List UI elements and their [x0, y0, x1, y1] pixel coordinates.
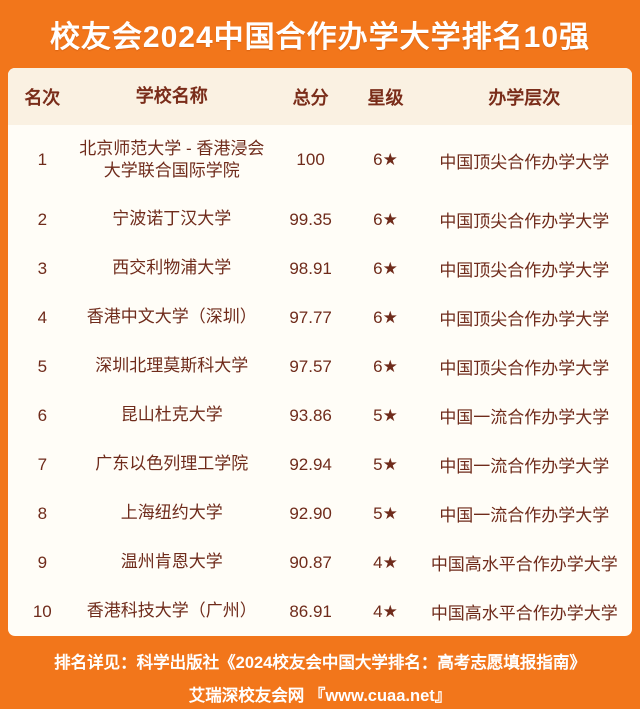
star-rating-cell: 5★	[373, 503, 398, 523]
rank-cell: 9	[37, 552, 48, 572]
level-cell: 中国一流合作办学大学	[439, 408, 610, 427]
table-row: 5 深圳北理莫斯科大学 97.57 6★ 中国顶尖合作办学大学	[8, 342, 632, 391]
score-cell: 97.57	[289, 356, 332, 376]
column-header-school: 学校名称	[135, 85, 208, 106]
score-cell: 90.87	[289, 552, 332, 572]
table-body: 1 北京师范大学 - 香港浸会大学联合国际学院 100 6★ 中国顶尖合作办学大学 2 宁波…	[8, 125, 632, 636]
table-row: 6 昆山杜克大学 93.86 5★ 中国一流合作办学大学	[8, 391, 632, 440]
level-cell: 中国顶尖合作办学大学	[439, 261, 610, 280]
school-name-cell: 上海纽约大学	[120, 503, 223, 523]
school-name-cell: 北京师范大学 - 香港浸会大学联合国际学院	[79, 138, 265, 180]
table-row: 9 温州肯恩大学 90.87 4★ 中国高水平合作办学大学	[8, 538, 632, 587]
score-cell: 92.90	[289, 503, 332, 523]
column-header-score: 总分	[292, 87, 329, 108]
school-name-cell: 深圳北理莫斯科大学	[95, 356, 249, 376]
rank-cell: 10	[32, 601, 52, 621]
level-cell: 中国高水平合作办学大学	[430, 555, 618, 574]
level-cell: 中国顶尖合作办学大学	[439, 212, 610, 231]
level-cell: 中国顶尖合作办学大学	[439, 152, 610, 172]
star-rating-cell: 5★	[373, 454, 398, 474]
star-rating-cell: 4★	[373, 601, 398, 621]
table-row: 8 上海纽约大学 92.90 5★ 中国一流合作办学大学	[8, 489, 632, 538]
score-cell: 92.94	[289, 454, 332, 474]
column-header-level: 办学层次	[488, 87, 561, 108]
table-row: 3 西交利物浦大学 98.91 6★ 中国顶尖合作办学大学	[8, 244, 632, 293]
level-cell: 中国高水平合作办学大学	[430, 604, 618, 623]
rank-cell: 3	[37, 258, 48, 278]
rank-cell: 2	[37, 209, 48, 229]
score-cell: 100	[296, 150, 325, 169]
rank-cell: 5	[37, 356, 48, 376]
table-header-row: 名次 学校名称 总分 星级 办学层次	[8, 68, 632, 125]
school-name-cell: 宁波诺丁汉大学	[112, 209, 232, 229]
level-cell: 中国一流合作办学大学	[439, 506, 610, 525]
score-cell: 98.91	[289, 258, 332, 278]
rank-cell: 4	[37, 307, 48, 327]
star-rating-cell: 6★	[373, 258, 398, 278]
star-rating-cell: 6★	[373, 356, 398, 376]
level-cell: 中国顶尖合作办学大学	[439, 359, 610, 378]
footer: 排名详见：科学出版社《2024校友会中国大学排名：高考志愿填报指南》 艾瑞深校友…	[0, 649, 640, 706]
footer-website-text: 艾瑞深校友会网 『www.cuaa.net』	[188, 687, 452, 705]
star-rating-cell: 6★	[373, 150, 398, 169]
star-rating-cell: 6★	[373, 307, 398, 327]
score-cell: 93.86	[289, 405, 332, 425]
table-row: 10 香港科技大学（广州） 86.91 4★ 中国高水平合作办学大学	[8, 587, 632, 636]
score-cell: 86.91	[289, 601, 332, 621]
page-title: 校友会2024中国合作办学大学排名10强	[49, 21, 591, 54]
school-name-cell: 香港科技大学（广州）	[86, 601, 257, 621]
column-header-rank: 名次	[24, 87, 61, 108]
level-cell: 中国顶尖合作办学大学	[439, 310, 610, 329]
star-rating-cell: 4★	[373, 552, 398, 572]
table-row: 1 北京师范大学 - 香港浸会大学联合国际学院 100 6★ 中国顶尖合作办学大学	[8, 125, 632, 195]
footer-source-text: 排名详见：科学出版社《2024校友会中国大学排名：高考志愿填报指南》	[54, 654, 586, 672]
school-name-cell: 温州肯恩大学	[120, 552, 223, 572]
star-rating-cell: 6★	[373, 209, 398, 229]
score-cell: 97.77	[289, 307, 332, 327]
column-header-star: 星级	[367, 87, 404, 108]
school-name-cell: 西交利物浦大学	[112, 258, 232, 278]
school-name-cell: 香港中文大学（深圳）	[86, 307, 257, 327]
star-rating-cell: 5★	[373, 405, 398, 425]
level-cell: 中国一流合作办学大学	[439, 457, 610, 476]
table-row: 7 广东以色列理工学院 92.94 5★ 中国一流合作办学大学	[8, 440, 632, 489]
table-row: 2 宁波诺丁汉大学 99.35 6★ 中国顶尖合作办学大学	[8, 195, 632, 244]
score-cell: 99.35	[289, 209, 332, 229]
rank-cell: 7	[37, 454, 48, 474]
rank-cell: 6	[37, 405, 48, 425]
school-name-cell: 广东以色列理工学院	[95, 454, 249, 474]
rank-cell: 1	[37, 150, 48, 169]
rank-cell: 8	[37, 503, 48, 523]
table-row: 4 香港中文大学（深圳） 97.77 6★ 中国顶尖合作办学大学	[8, 293, 632, 342]
ranking-table-card: 名次 学校名称 总分 星级 办学层次 1 北京师范大学 - 香港浸会大学联合国际学…	[8, 68, 632, 636]
school-name-cell: 昆山杜克大学	[120, 405, 223, 425]
